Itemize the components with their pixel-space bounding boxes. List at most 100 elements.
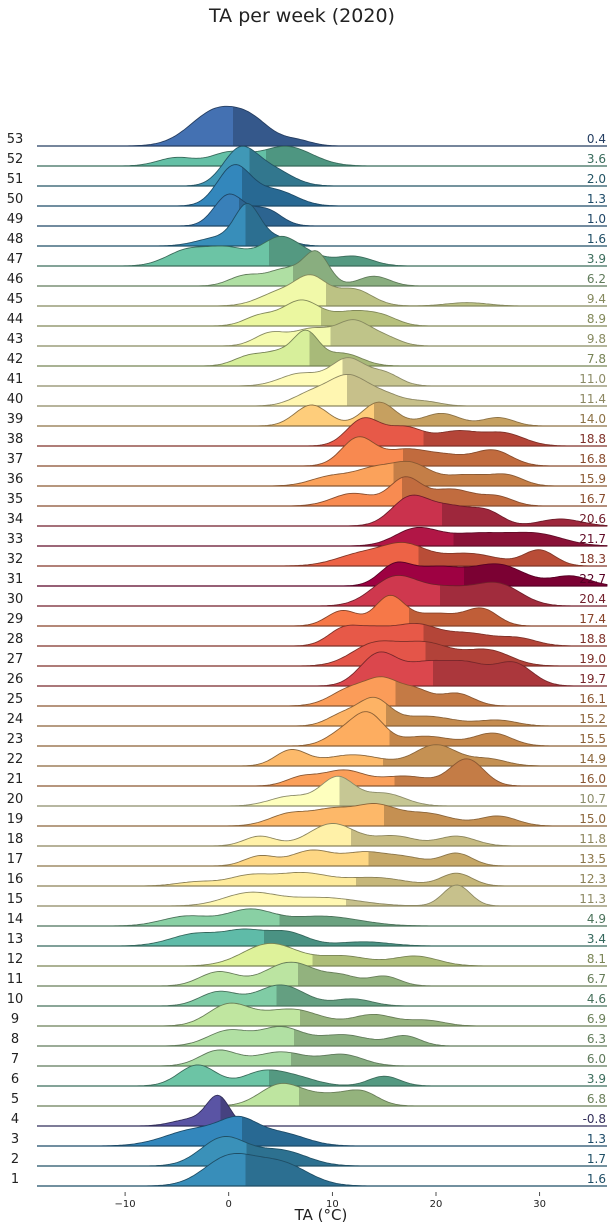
week-label: 5 <box>11 1092 19 1107</box>
week-mean-label: 3.4 <box>587 932 606 946</box>
week-mean-label: 4.6 <box>587 992 606 1006</box>
week-mean-label: 8.1 <box>587 952 606 966</box>
ridge-week-10: 10 4.6 <box>7 984 607 1007</box>
week-mean-label: 20.6 <box>579 512 606 526</box>
week-label: 25 <box>7 692 24 707</box>
density-area <box>37 984 607 1007</box>
week-label: 13 <box>7 932 24 947</box>
density-area <box>37 871 607 887</box>
density-area <box>37 908 607 927</box>
ridge-week-45: 45 9.4 <box>7 274 607 307</box>
week-mean-label: 20.4 <box>579 592 606 606</box>
week-mean-label: 8.9 <box>587 312 606 326</box>
ridge-week-50: 50 1.3 <box>7 164 607 207</box>
week-mean-label: 1.3 <box>587 1132 606 1146</box>
week-mean-label: 0.4 <box>587 132 606 146</box>
week-mean-label: 6.9 <box>587 1012 606 1026</box>
week-label: 34 <box>7 512 24 527</box>
week-mean-label: 16.7 <box>579 492 606 506</box>
week-label: 9 <box>11 1012 19 1027</box>
ridge-week-42: 42 7.8 <box>7 329 607 367</box>
week-mean-label: 3.9 <box>587 1072 606 1086</box>
ridge-week-23: 23 15.5 <box>7 711 607 747</box>
week-label: 7 <box>11 1052 19 1067</box>
density-area <box>37 711 607 747</box>
density-area <box>37 105 607 147</box>
ridge-week-40: 40 11.4 <box>7 373 607 407</box>
ridge-week-5: 5 6.8 <box>11 1082 607 1107</box>
ridge-week-26: 26 19.7 <box>7 651 607 687</box>
ridge-week-33: 33 21.7 <box>7 526 608 547</box>
week-label: 14 <box>7 912 24 927</box>
week-mean-label: 1.6 <box>587 1172 606 1186</box>
week-mean-label: 1.6 <box>587 232 606 246</box>
density-area <box>37 526 608 547</box>
week-label: 50 <box>7 192 24 207</box>
density-area <box>37 193 607 227</box>
density-area <box>37 744 607 767</box>
density-area <box>37 803 607 827</box>
week-mean-label: 6.2 <box>587 272 606 286</box>
density-area <box>37 823 607 847</box>
week-mean-label: 12.3 <box>579 872 606 886</box>
week-label: 6 <box>11 1072 19 1087</box>
density-area <box>37 1026 607 1047</box>
week-mean-label: 3.6 <box>587 152 606 166</box>
week-mean-label: 11.4 <box>579 392 606 406</box>
week-label: 49 <box>7 212 24 227</box>
week-label: 11 <box>7 972 24 987</box>
ridge-week-47: 47 3.9 <box>7 235 607 267</box>
ridge-week-4: 4 -0.8 <box>11 1094 607 1127</box>
week-label: 45 <box>7 292 24 307</box>
week-mean-label: 1.3 <box>587 192 606 206</box>
week-label: 8 <box>11 1032 19 1047</box>
ridge-week-25: 25 16.1 <box>7 676 607 707</box>
ridge-week-51: 51 2.0 <box>7 145 607 187</box>
x-tick-label: −10 <box>115 1199 136 1210</box>
week-mean-label: 11.3 <box>579 892 606 906</box>
week-label: 47 <box>7 252 24 267</box>
ridge-week-18: 18 11.8 <box>7 823 607 847</box>
week-label: 1 <box>11 1172 19 1187</box>
week-label: 44 <box>7 312 24 327</box>
ridge-week-19: 19 15.0 <box>7 803 607 827</box>
ridge-week-49: 49 1.0 <box>7 193 607 227</box>
density-area <box>37 1082 607 1107</box>
density-area <box>37 494 608 527</box>
week-label: 40 <box>7 392 24 407</box>
ridge-week-32: 32 18.3 <box>7 541 607 567</box>
ridge-week-44: 44 8.9 <box>7 299 607 327</box>
ridge-week-1: 1 1.6 <box>11 1152 607 1187</box>
week-label: 48 <box>7 232 24 247</box>
week-mean-label: 16.0 <box>579 772 606 786</box>
week-mean-label: 9.8 <box>587 332 606 346</box>
week-mean-label: 15.5 <box>579 732 606 746</box>
week-mean-label: 7.8 <box>587 352 606 366</box>
ridge-week-7: 7 6.0 <box>11 1049 607 1067</box>
week-mean-label: 6.8 <box>587 1092 606 1106</box>
week-mean-label: 16.1 <box>579 692 606 706</box>
week-mean-label: 6.7 <box>587 972 606 986</box>
week-label: 52 <box>7 152 24 167</box>
density-area <box>37 1064 607 1087</box>
ridge-week-16: 16 12.3 <box>7 871 607 887</box>
week-label: 53 <box>7 132 24 147</box>
week-label: 28 <box>7 632 24 647</box>
week-mean-label: 4.9 <box>587 912 606 926</box>
week-label: 16 <box>7 872 24 887</box>
week-label: 27 <box>7 652 24 667</box>
density-area <box>37 942 607 967</box>
week-label: 46 <box>7 272 24 287</box>
week-label: 36 <box>7 472 24 487</box>
week-label: 33 <box>7 532 24 547</box>
week-label: 20 <box>7 792 24 807</box>
week-mean-label: 18.3 <box>579 552 606 566</box>
ridge-week-48: 48 1.6 <box>7 203 607 247</box>
week-label: 51 <box>7 172 24 187</box>
x-tick-label: 30 <box>533 1199 546 1210</box>
week-label: 4 <box>11 1112 19 1127</box>
ridge-week-14: 14 4.9 <box>7 908 607 927</box>
ridge-week-2: 2 1.7 <box>11 1136 607 1167</box>
week-label: 24 <box>7 712 24 727</box>
